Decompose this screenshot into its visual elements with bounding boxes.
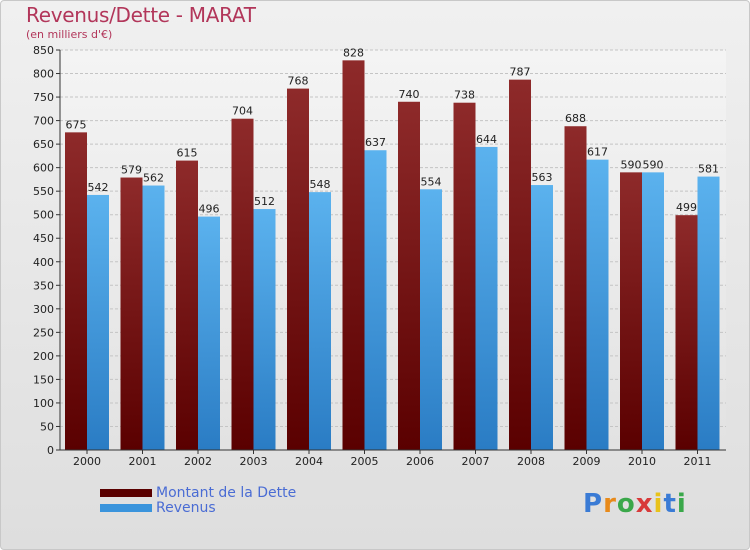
bar-debt-label: 675: [66, 118, 87, 131]
y-tick-label: 500: [33, 209, 54, 222]
bar-debt-label: 787: [510, 66, 531, 79]
bar-debt: [453, 102, 476, 451]
bar-debt: [287, 88, 309, 451]
x-tick-label: 2007: [462, 455, 490, 468]
bar-debt: [398, 101, 420, 450]
bar-revenus-label: 548: [310, 178, 331, 191]
chart-subtitle: (en milliers d'€): [26, 28, 113, 41]
y-tick-label: 850: [33, 44, 54, 57]
y-tick-label: 800: [33, 68, 54, 81]
y-tick-label: 650: [33, 138, 54, 151]
bar-revenus-label: 617: [587, 146, 608, 159]
legend-swatch-revenus: [100, 504, 152, 512]
x-tick-label: 2002: [184, 455, 212, 468]
bar-revenus: [642, 172, 664, 450]
legend-label-debt: Montant de la Dette: [156, 485, 297, 501]
legend-swatch-debt: [100, 489, 152, 497]
x-tick-label: 2000: [73, 455, 101, 468]
bar-debt: [231, 118, 254, 451]
bar-revenus-label: 644: [476, 133, 497, 146]
bar-debt-label: 738: [454, 89, 475, 102]
bar-debt: [65, 132, 87, 450]
bar-debt: [342, 60, 365, 451]
bar-debt-label: 499: [676, 201, 697, 214]
plot-area: [60, 50, 726, 450]
bar-debt: [176, 160, 198, 450]
bar-debt: [509, 79, 531, 450]
y-tick-label: 700: [33, 115, 54, 128]
logo-letter: i: [653, 489, 664, 519]
bar-revenus-label: 637: [365, 136, 386, 149]
y-tick-label: 750: [33, 91, 54, 104]
x-tick-label: 2005: [351, 455, 379, 468]
bar-revenus-label: 496: [199, 203, 220, 216]
y-tick-label: 600: [33, 162, 54, 175]
bar-revenus: [420, 189, 442, 450]
logo-letter: r: [603, 489, 617, 519]
bar-revenus: [364, 150, 387, 450]
bar-debt: [564, 126, 587, 450]
bar-debt: [120, 177, 143, 450]
legend-label-revenus: Revenus: [156, 500, 216, 516]
bar-revenus-label: 563: [532, 171, 553, 184]
y-tick-label: 0: [47, 444, 54, 457]
bar-debt-label: 768: [288, 75, 309, 88]
x-tick-label: 2008: [517, 455, 545, 468]
bar-revenus-label: 581: [698, 163, 719, 176]
bar-revenus: [309, 192, 331, 450]
bar-revenus: [531, 185, 553, 450]
y-tick-label: 550: [33, 185, 54, 198]
bar-revenus: [253, 209, 276, 450]
x-tick-label: 2006: [406, 455, 434, 468]
bar-debt-label: 590: [621, 158, 642, 171]
x-axis: 2000 2001 2002 2003 2004 2005 2006 2007 2008 2009…: [60, 449, 726, 468]
bar-debt-label: 615: [177, 147, 198, 160]
bar-debt-label: 704: [232, 105, 253, 118]
x-tick-label: 2011: [684, 455, 712, 468]
bar-debt: [620, 172, 642, 450]
bar-revenus-label: 512: [254, 195, 275, 208]
bar-debt-label: 740: [399, 88, 420, 101]
y-tick-label: 150: [33, 373, 54, 386]
logo-letter: x: [635, 489, 654, 519]
bar-revenus-label: 554: [421, 175, 442, 188]
x-tick-label: 2009: [573, 455, 601, 468]
bar-revenus: [142, 185, 165, 450]
bar-revenus-label: 562: [143, 172, 164, 185]
y-tick-label: 100: [33, 397, 54, 410]
y-tick-label: 350: [33, 279, 54, 292]
x-tick-label: 2004: [295, 455, 323, 468]
bar-debt-label: 579: [121, 164, 142, 177]
proxiti-logo: Proxiti: [583, 489, 687, 519]
bar-revenus: [87, 194, 109, 450]
bar-revenus: [475, 146, 498, 451]
bar-revenus-label: 590: [643, 158, 664, 171]
y-tick-label: 250: [33, 326, 54, 339]
x-tick-label: 2010: [628, 455, 656, 468]
y-tick-label: 200: [33, 350, 54, 363]
logo-letter: o: [616, 489, 636, 519]
x-tick-label: 2003: [240, 455, 268, 468]
logo-letter: t: [663, 489, 677, 519]
bar-revenus: [198, 216, 220, 450]
x-tick-label: 2001: [129, 455, 157, 468]
bar-debt-label: 688: [565, 112, 586, 125]
bar-revenus: [586, 159, 609, 450]
y-tick-label: 300: [33, 303, 54, 316]
y-tick-label: 450: [33, 232, 54, 245]
bar-revenus: [697, 176, 720, 450]
y-tick-label: 50: [40, 420, 54, 433]
bar-revenus-label: 542: [88, 181, 109, 194]
bar-debt: [675, 215, 698, 450]
logo-letter: P: [583, 489, 604, 519]
logo-letter: i: [676, 489, 687, 519]
y-axis: 0 50 100 150 200 250 300 350 400 450 500 550 600 650 7…: [33, 44, 61, 457]
chart-title: Revenus/Dette - MARAT: [26, 3, 256, 27]
y-tick-label: 400: [33, 256, 54, 269]
bar-debt-label: 828: [343, 46, 364, 59]
